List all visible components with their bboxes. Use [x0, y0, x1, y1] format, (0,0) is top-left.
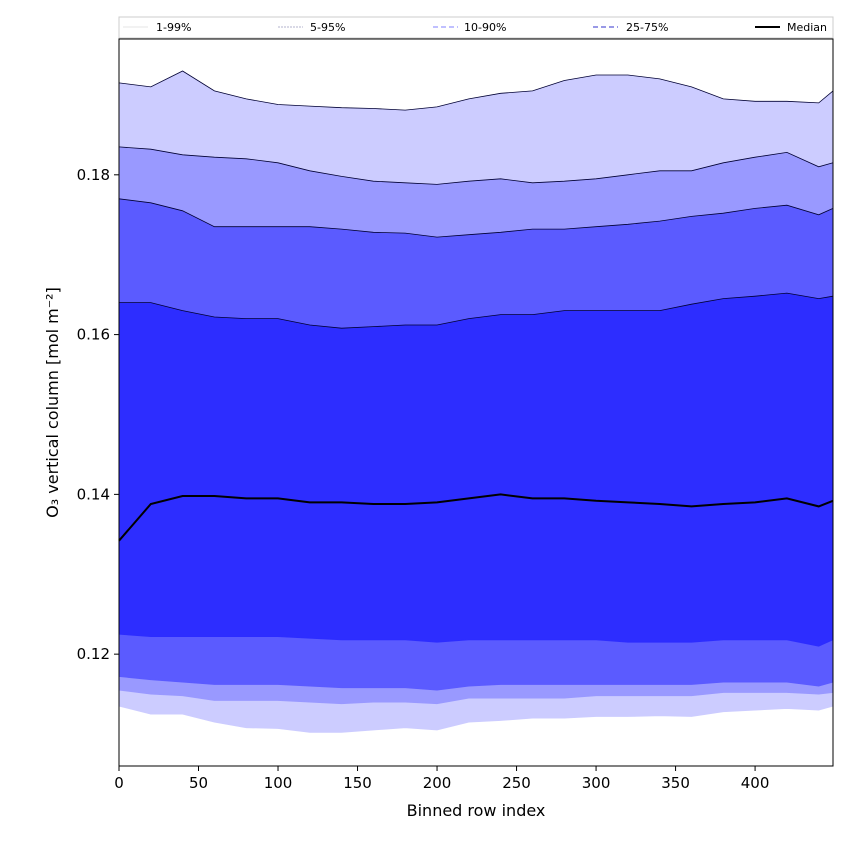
band-upper-edge-1-99%	[118, 70, 834, 111]
legend-label: 5-95%	[310, 21, 345, 34]
legend-label: 10-90%	[464, 21, 506, 34]
legend: 1-99% 5-95% 10-90% 25-75% Median	[118, 16, 834, 39]
legend-label: 1-99%	[156, 21, 191, 34]
legend-box	[118, 16, 834, 39]
band-upper-edge-10-90%	[118, 198, 834, 238]
x-tick-label: 200	[423, 774, 452, 792]
median-line	[118, 493, 834, 542]
y-tick-label: 0.12	[77, 645, 110, 663]
band-upper-edge-25-75%	[119, 292, 834, 329]
plot-frame	[118, 38, 834, 767]
x-axis: 0 50 100 150 200 250 300 350 400	[114, 766, 769, 792]
legend-label: Median	[787, 21, 827, 34]
band-lower-edge-25-75%	[118, 633, 834, 647]
y-tick-label: 0.14	[77, 485, 110, 503]
band-lower-edge-5-95%	[118, 689, 834, 705]
band-lower-edge-1-99%	[118, 705, 834, 733]
band-upper-edge-5-95%	[118, 146, 834, 185]
x-tick-label: 100	[264, 774, 293, 792]
legend-label: 25-75%	[626, 21, 668, 34]
y-axis-label: O₃ vertical column [mol m⁻²]	[43, 287, 62, 518]
x-tick-label: 150	[343, 774, 372, 792]
x-tick-label: 250	[502, 774, 531, 792]
x-tick-label: 350	[661, 774, 690, 792]
x-tick-label: 300	[582, 774, 611, 792]
x-tick-label: 400	[741, 774, 770, 792]
y-tick-label: 0.16	[77, 326, 110, 344]
band-25-75%	[119, 293, 833, 647]
band-lower-edge-10-90%	[118, 676, 834, 691]
median-layer	[118, 493, 834, 542]
bands-layer	[118, 70, 834, 733]
y-axis: 0.12 0.14 0.16 0.18	[77, 166, 119, 663]
x-tick-label: 50	[189, 774, 208, 792]
y-tick-label: 0.18	[77, 166, 110, 184]
x-tick-label: 0	[114, 774, 124, 792]
x-axis-label: Binned row index	[407, 801, 546, 820]
